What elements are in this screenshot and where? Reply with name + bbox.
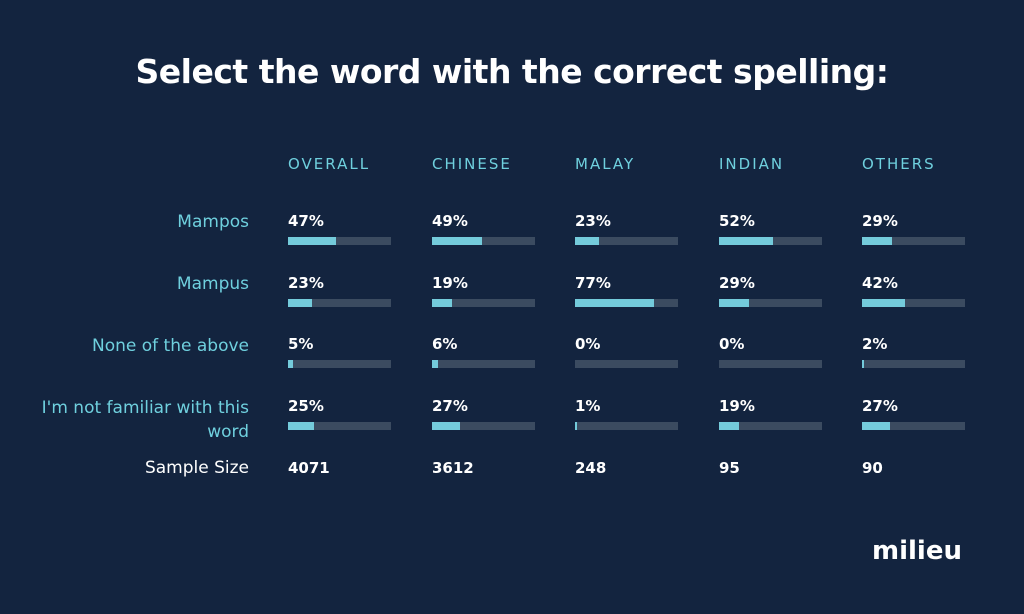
bar-cell: 25% <box>288 397 391 430</box>
column-header-chinese: CHINESE <box>432 155 512 173</box>
bar-track <box>862 422 965 430</box>
bar-cell: 77% <box>575 274 678 307</box>
data-label: 5% <box>288 335 314 353</box>
bar-cell: 29% <box>862 212 965 245</box>
bar-track <box>288 299 391 307</box>
bar-track <box>288 237 391 245</box>
bar-cell: 47% <box>288 212 391 245</box>
data-label: 19% <box>432 274 468 292</box>
sample-size-value: 90 <box>862 459 883 477</box>
bar <box>432 299 452 307</box>
bar-track <box>719 237 822 245</box>
data-label: 49% <box>432 212 468 230</box>
data-label: 77% <box>575 274 611 292</box>
sample-size-value: 248 <box>575 459 607 477</box>
bar-track <box>719 422 822 430</box>
bar <box>719 422 739 430</box>
column-header-malay: MALAY <box>575 155 636 173</box>
data-label: 29% <box>719 274 755 292</box>
bar <box>432 360 438 368</box>
bar-cell: 2% <box>862 335 965 368</box>
column-header-overall: OVERALL <box>288 155 371 173</box>
data-label: 23% <box>575 212 611 230</box>
data-label: 19% <box>719 397 755 415</box>
bar-cell: 19% <box>719 397 822 430</box>
bar <box>862 237 892 245</box>
bar-track <box>432 360 535 368</box>
column-header-indian: INDIAN <box>719 155 785 173</box>
bar <box>862 360 864 368</box>
bar <box>575 422 577 430</box>
sample-size-label: Sample Size <box>144 458 249 478</box>
bar-track <box>575 360 678 368</box>
sample-size-value: 4071 <box>288 459 330 477</box>
column-header-others: OTHERS <box>862 155 936 173</box>
bar-cell: 42% <box>862 274 965 307</box>
bar-track <box>432 237 535 245</box>
data-label: 29% <box>862 212 898 230</box>
chart-title: Select the word with the correct spellin… <box>135 52 889 91</box>
bar-track <box>719 299 822 307</box>
bar-track <box>432 422 535 430</box>
bar <box>432 237 482 245</box>
bar-cell: 1% <box>575 397 678 430</box>
bar-cell: 29% <box>719 274 822 307</box>
bar <box>432 422 460 430</box>
bar <box>288 422 314 430</box>
data-label: 25% <box>288 397 324 415</box>
bar <box>575 299 654 307</box>
bar-cell: 27% <box>862 397 965 430</box>
data-label: 0% <box>575 335 601 353</box>
bar-track <box>862 360 965 368</box>
bar-cell: 23% <box>575 212 678 245</box>
sample-size-value: 3612 <box>432 459 474 477</box>
data-label: 0% <box>719 335 745 353</box>
data-label: 6% <box>432 335 458 353</box>
bar-cell: 27% <box>432 397 535 430</box>
row-label: None of the above <box>92 336 249 356</box>
bar-cell: 5% <box>288 335 391 368</box>
data-label: 23% <box>288 274 324 292</box>
bar <box>288 360 293 368</box>
row-label: I'm not familiar with this word <box>41 398 249 442</box>
bar-cell: 19% <box>432 274 535 307</box>
bar <box>862 422 890 430</box>
bar <box>288 237 336 245</box>
bar-track <box>575 422 678 430</box>
bar-track <box>432 299 535 307</box>
bar-track <box>719 360 822 368</box>
brand-logo: milieu <box>872 536 962 566</box>
sample-size-value: 95 <box>719 459 740 477</box>
bar-track <box>862 299 965 307</box>
bar-cell: 52% <box>719 212 822 245</box>
bar-cell: 0% <box>575 335 678 368</box>
data-label: 27% <box>432 397 468 415</box>
bar-cell: 23% <box>288 274 391 307</box>
data-label: 52% <box>719 212 755 230</box>
data-label: 27% <box>862 397 898 415</box>
bar-track <box>575 237 678 245</box>
bar-track <box>862 237 965 245</box>
bar <box>719 299 749 307</box>
data-label: 42% <box>862 274 898 292</box>
data-label: 47% <box>288 212 324 230</box>
row-label: Mampus <box>176 274 249 294</box>
bar <box>575 237 599 245</box>
bar-track <box>288 360 391 368</box>
bar-cell: 0% <box>719 335 822 368</box>
bar-track <box>288 422 391 430</box>
row-label: Mampos <box>177 212 249 232</box>
bar-track <box>575 299 678 307</box>
data-label: 2% <box>862 335 888 353</box>
bar <box>719 237 773 245</box>
bar-cell: 49% <box>432 212 535 245</box>
bar <box>288 299 312 307</box>
data-label: 1% <box>575 397 601 415</box>
bar <box>862 299 905 307</box>
bar-cell: 6% <box>432 335 535 368</box>
